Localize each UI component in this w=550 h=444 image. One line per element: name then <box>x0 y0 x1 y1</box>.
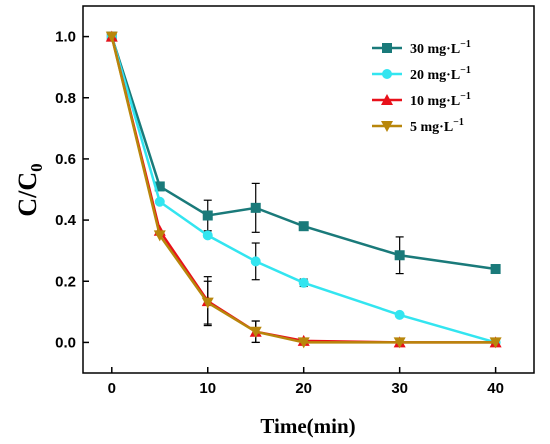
plot-frame <box>82 5 535 374</box>
data-point <box>250 256 261 267</box>
data-point <box>154 196 165 207</box>
axis-ticks: 0 10 20 30 40 0.0 0.2 0.4 0.6 0.8 1.0 <box>55 29 504 397</box>
legend-swatch-marker <box>382 43 392 53</box>
series-3 <box>105 31 502 349</box>
x-tick-label: 20 <box>295 380 312 397</box>
legend-swatch-marker <box>382 69 392 79</box>
x-tick-label: 0 <box>108 380 116 397</box>
legend-swatch-marker <box>381 121 393 132</box>
legend-label: 20 mg·L−1 <box>410 65 471 83</box>
legend-label-superscript: −1 <box>460 65 471 76</box>
y-axis-label-main: C/C <box>13 172 42 217</box>
x-tick-label: 10 <box>199 380 216 397</box>
legend-label-text: 10 mg·L <box>410 94 460 109</box>
data-point <box>202 210 213 221</box>
legend-label: 5 mg·L−1 <box>410 117 464 135</box>
legend-label-text: 20 mg·L <box>410 68 460 83</box>
data-point <box>105 31 118 43</box>
y-tick-label: 0.6 <box>55 151 76 168</box>
legend-label: 30 mg·L−1 <box>410 39 471 57</box>
legend: 30 mg·L−120 mg·L−110 mg·L−15 mg·L−1 <box>372 39 471 135</box>
x-tick-label: 40 <box>487 380 504 397</box>
legend-label-text: 5 mg·L <box>410 120 453 135</box>
data-point <box>153 230 166 242</box>
y-tick-label: 0.4 <box>55 212 77 229</box>
data-point <box>249 326 262 338</box>
y-tick-label: 0.0 <box>55 334 76 351</box>
y-tick-label: 1.0 <box>55 29 76 46</box>
legend-label: 10 mg·L−1 <box>410 91 471 109</box>
legend-swatch-marker <box>381 94 393 105</box>
legend-item-0: 30 mg·L−1 <box>372 39 471 57</box>
data-point <box>490 264 501 275</box>
legend-item-1: 20 mg·L−1 <box>372 65 471 83</box>
data-point <box>298 277 309 288</box>
y-axis-label-subscript: 0 <box>27 163 46 172</box>
x-axis-label: Time(min) <box>260 414 355 438</box>
series-1 <box>106 31 501 348</box>
data-point <box>394 250 405 261</box>
data-point <box>250 202 261 213</box>
data-point <box>489 337 502 349</box>
legend-label-superscript: −1 <box>460 91 471 102</box>
data-point <box>298 221 309 232</box>
data-point <box>297 337 310 349</box>
legend-label-text: 30 mg·L <box>410 42 460 57</box>
series-layer <box>105 30 502 349</box>
data-point <box>202 230 213 241</box>
data-point <box>154 181 165 192</box>
x-tick-label: 30 <box>391 380 408 397</box>
data-point <box>394 309 405 320</box>
data-point <box>393 337 406 349</box>
legend-label-superscript: −1 <box>453 117 464 128</box>
legend-item-2: 10 mg·L−1 <box>372 91 471 109</box>
y-tick-label: 0.8 <box>55 90 76 107</box>
y-tick-label: 0.2 <box>55 273 76 290</box>
legend-item-3: 5 mg·L−1 <box>372 117 464 135</box>
legend-label-superscript: −1 <box>460 39 471 50</box>
series-0 <box>106 31 501 275</box>
y-axis-label: C/C0 <box>13 163 46 216</box>
data-point <box>201 297 214 309</box>
